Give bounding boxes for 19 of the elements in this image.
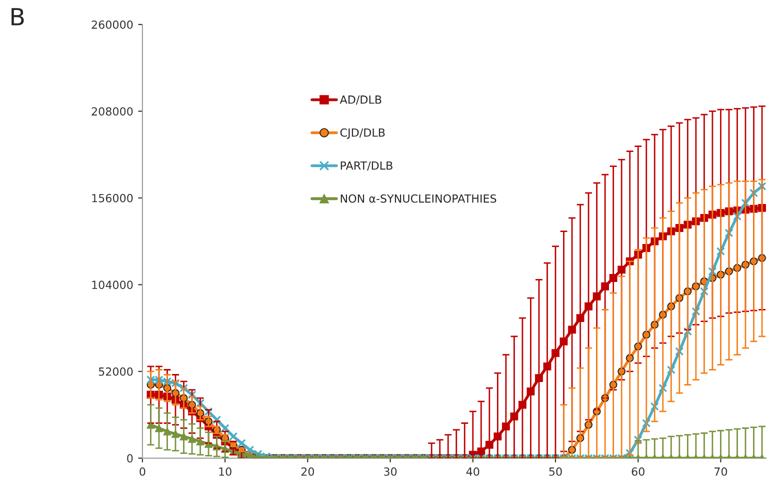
x-tick-label: 50 bbox=[549, 467, 562, 476]
x-tick-label: 60 bbox=[632, 467, 644, 476]
y-tick-label: 0 bbox=[127, 454, 133, 463]
y-tick-label: 104000 bbox=[92, 280, 133, 290]
legend-label: AD/DLB bbox=[340, 96, 382, 105]
y-tick-label: 208000 bbox=[92, 107, 133, 116]
chart-title: B bbox=[12, 8, 24, 26]
x-tick-label: 10 bbox=[219, 467, 232, 476]
y-tick-label: 52000 bbox=[98, 367, 133, 376]
legend-label: NON α-SYNUCLEINOPATHIES bbox=[340, 194, 496, 203]
x-tick-label: 20 bbox=[301, 467, 314, 476]
x-tick-label: 40 bbox=[466, 467, 480, 476]
x-tick-label: 70 bbox=[714, 467, 728, 476]
legend-label: PART/DLB bbox=[340, 162, 392, 171]
legend-label: CJD/DLB bbox=[340, 128, 385, 139]
x-tick-label: 0 bbox=[140, 467, 146, 476]
y-tick-label: 260000 bbox=[92, 20, 133, 29]
x-tick-label: 30 bbox=[384, 467, 397, 476]
y-tick-label: 156000 bbox=[92, 194, 133, 202]
